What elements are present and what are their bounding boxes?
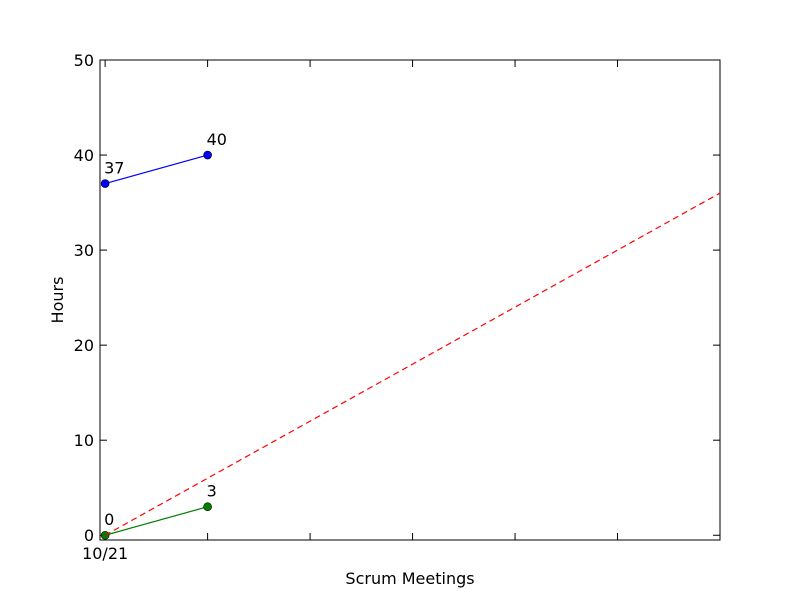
data-label: 40 xyxy=(207,130,227,149)
data-point xyxy=(203,150,212,160)
y-tick-label: 40 xyxy=(74,146,94,165)
y-tick-label: 20 xyxy=(74,336,94,355)
y-tick-label: 50 xyxy=(74,51,94,70)
series-line xyxy=(104,506,208,536)
data-point xyxy=(203,502,212,512)
y-tick-label: 10 xyxy=(74,431,94,450)
y-axis-title: Hours xyxy=(48,277,67,324)
series-line xyxy=(104,154,208,185)
data-point xyxy=(100,179,110,188)
x-tick-label: 10/21 xyxy=(82,544,128,563)
data-label: 37 xyxy=(104,159,124,178)
data-labels: 37 40 0 3 xyxy=(104,130,227,529)
series-layer xyxy=(100,150,721,540)
y-tick-label: 0 xyxy=(84,526,94,545)
data-label: 3 xyxy=(207,482,217,501)
plot-frame xyxy=(99,59,721,541)
x-axis-title: Scrum Meetings xyxy=(345,569,474,588)
data-label: 0 xyxy=(104,510,114,529)
y-tick-label: 30 xyxy=(74,241,94,260)
series-line xyxy=(104,192,721,536)
